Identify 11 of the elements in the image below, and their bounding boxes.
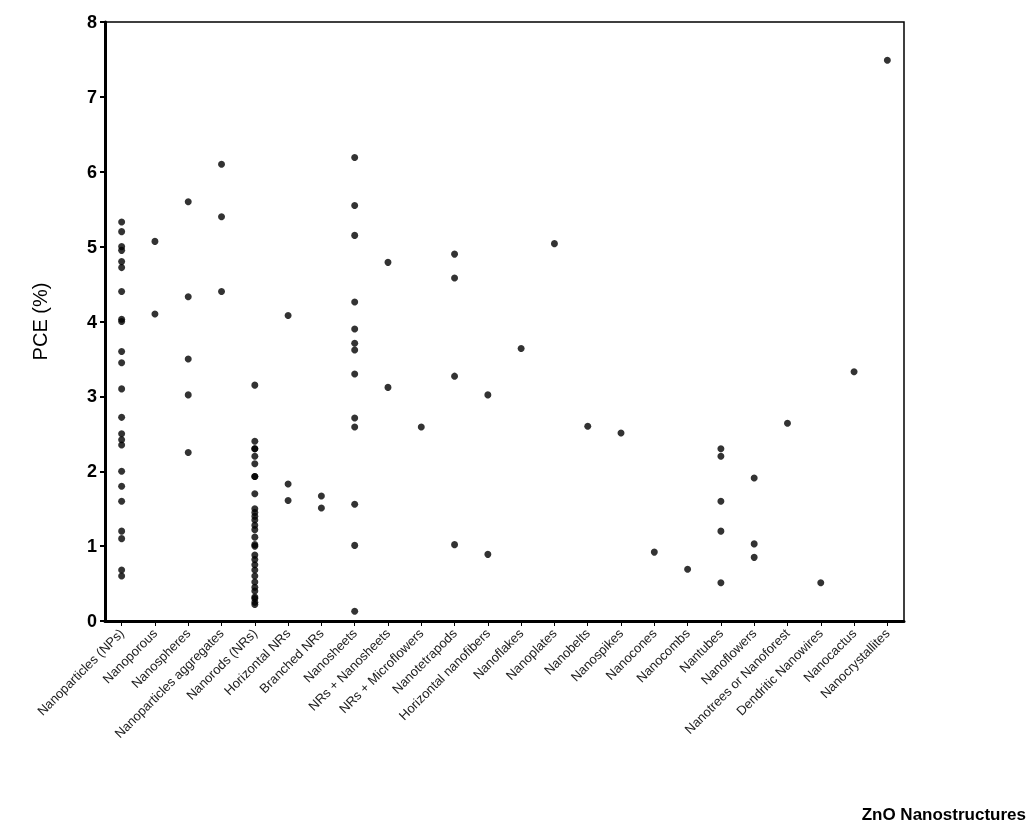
y-tick-label: 7 <box>86 86 97 107</box>
y-tick-label: 4 <box>86 311 97 332</box>
y-tick-label: 6 <box>86 161 97 182</box>
y-axis-title: PCE (%) <box>29 282 51 361</box>
y-tick-label: 2 <box>86 461 97 482</box>
y-tick-label: 1 <box>86 536 97 557</box>
x-axis-title: ZnO Nanostructures <box>861 805 1026 824</box>
y-tick-label: 3 <box>86 386 97 407</box>
y-tick-label: 8 <box>86 12 97 32</box>
y-tick-label: 0 <box>86 611 97 631</box>
y-tick-label: 5 <box>86 236 97 257</box>
